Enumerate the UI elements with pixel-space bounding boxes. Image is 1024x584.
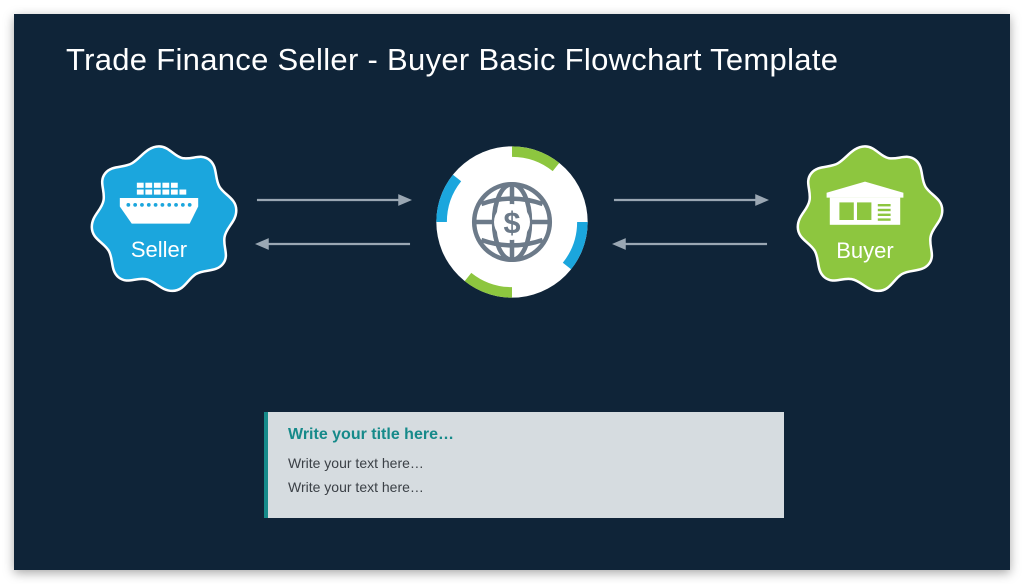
page-title: Trade Finance Seller - Buyer Basic Flowc… [66, 42, 958, 78]
text-placeholder-box[interactable]: Write your title here… Write your text h… [264, 412, 784, 518]
globe-dollar-icon: $ [467, 177, 557, 267]
arrows-left [251, 193, 416, 251]
arrow-right-icon [612, 193, 769, 207]
arrow-right-icon [255, 193, 412, 207]
buyer-label: Buyer [836, 238, 893, 264]
warehouse-icon [825, 180, 905, 228]
buyer-content: Buyer [825, 180, 905, 264]
seller-content: Seller [116, 181, 202, 263]
flowchart: Seller [14, 134, 1010, 310]
buyer-badge: Buyer [781, 138, 949, 306]
arrows-right [608, 193, 773, 251]
seller-label: Seller [131, 237, 187, 263]
center-node: $ [424, 134, 600, 310]
cargo-ship-icon [116, 181, 202, 227]
arrow-left-icon [255, 237, 412, 251]
textbox-line-1[interactable]: Write your text here… [288, 452, 764, 476]
textbox-line-2[interactable]: Write your text here… [288, 476, 764, 500]
arrow-left-icon [612, 237, 769, 251]
seller-badge: Seller [75, 138, 243, 306]
currency-symbol: $ [503, 206, 520, 240]
textbox-title[interactable]: Write your title here… [288, 426, 764, 444]
slide: Trade Finance Seller - Buyer Basic Flowc… [14, 14, 1010, 570]
